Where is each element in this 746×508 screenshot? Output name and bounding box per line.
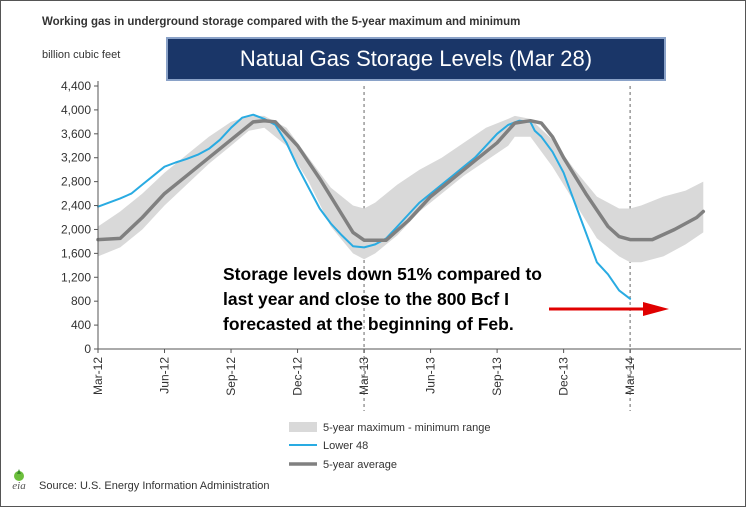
x-tick-label: Mar-12 <box>91 357 105 395</box>
x-tick-label: Dec-13 <box>557 357 571 396</box>
annotation-text: Storage levels down 51% compared to last… <box>223 262 603 337</box>
eia-logo-text: eia <box>12 480 26 491</box>
x-tick-label: Mar-13 <box>357 357 371 395</box>
chart-title: Working gas in underground storage compa… <box>42 16 520 28</box>
legend-label-average: 5-year average <box>323 459 397 471</box>
legend: 5-year maximum - minimum range Lower 48 5-… <box>289 422 490 471</box>
banner-title: Natual Gas Storage Levels (Mar 28) <box>166 37 666 81</box>
y-tick-label: 0 <box>84 342 91 356</box>
x-tick-label: Dec-12 <box>291 357 305 396</box>
y-tick-label: 400 <box>71 318 91 332</box>
average-line <box>96 118 706 242</box>
lower48-line <box>97 113 632 300</box>
x-tick-label: Sep-12 <box>224 357 238 396</box>
annotation-line: last year and close to the 800 Bcf I <box>223 289 509 309</box>
legend-label-range: 5-year maximum - minimum range <box>323 422 490 434</box>
range-band <box>98 115 704 263</box>
x-tick-label: Jun-12 <box>158 357 172 394</box>
y-tick-label: 800 <box>71 294 91 308</box>
y-tick-label: 3,600 <box>61 127 91 141</box>
x-tick-label: Mar-14 <box>623 357 637 395</box>
y-tick-label: 4,000 <box>61 103 91 117</box>
y-tick-label: 1,600 <box>61 246 91 260</box>
x-tick-label: Jun-13 <box>424 357 438 394</box>
legend-swatch-range <box>289 422 317 432</box>
y-tick-label: 3,200 <box>61 151 91 165</box>
y-tick-label: 2,000 <box>61 222 91 236</box>
y-tick-label: 4,400 <box>61 79 91 93</box>
y-unit-label: billion cubic feet <box>42 49 120 61</box>
y-tick-label: 2,400 <box>61 199 91 213</box>
source-text: Source: U.S. Energy Information Administ… <box>39 480 270 492</box>
x-tick-label: Sep-13 <box>490 357 504 396</box>
eia-logo-icon: eia <box>12 469 26 491</box>
legend-label-lower48: Lower 48 <box>323 440 368 452</box>
y-tick-label: 2,800 <box>61 175 91 189</box>
annotation-line: Storage levels down 51% compared to <box>223 264 542 284</box>
plot-area: 0 400 800 1,200 1,600 2,000 2,400 2,800 3,200 3,6… <box>61 79 741 411</box>
annotation-line: forecasted at the beginning of Feb. <box>223 314 514 334</box>
arrow-head-icon <box>643 302 669 316</box>
y-tick-label: 1,200 <box>61 270 91 284</box>
